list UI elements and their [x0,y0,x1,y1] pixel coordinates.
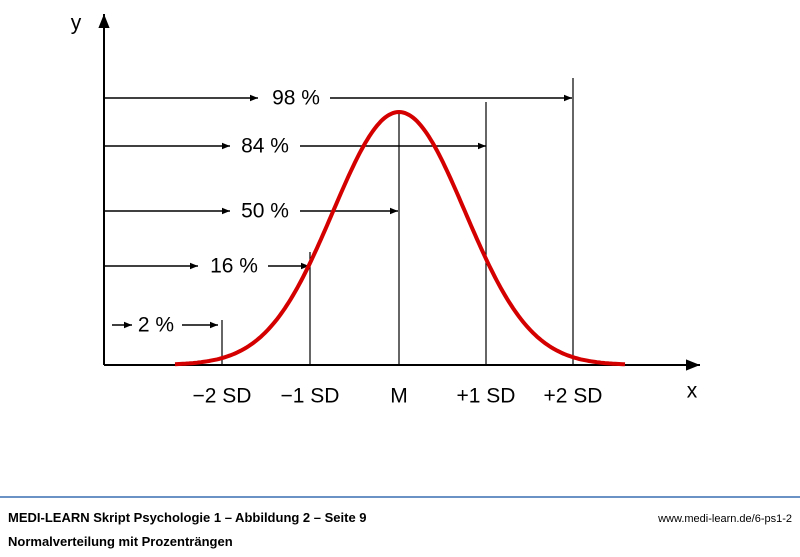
x-label: M [390,385,408,408]
x-label: −1 SD [281,385,340,408]
percentile-label: 84 % [241,135,289,158]
x-axis-label: x [687,380,698,403]
percentile-label: 50 % [241,200,289,223]
x-label: +1 SD [457,385,516,408]
normal-curve [174,109,626,367]
percentile-label: 98 % [272,87,320,110]
footer-subtitle: Normalverteilung mit Prozenträngen [8,534,233,549]
x-label: +2 SD [544,385,603,408]
percentile-label: 16 % [210,255,258,278]
percentile-label: 2 % [138,314,174,337]
footer-url: www.medi-learn.de/6-ps1-2 [657,513,792,525]
footer-title: MEDI-LEARN Skript Psychologie 1 – Abbild… [8,510,367,525]
y-axis-label: y [71,12,82,35]
x-label: −2 SD [193,385,252,408]
